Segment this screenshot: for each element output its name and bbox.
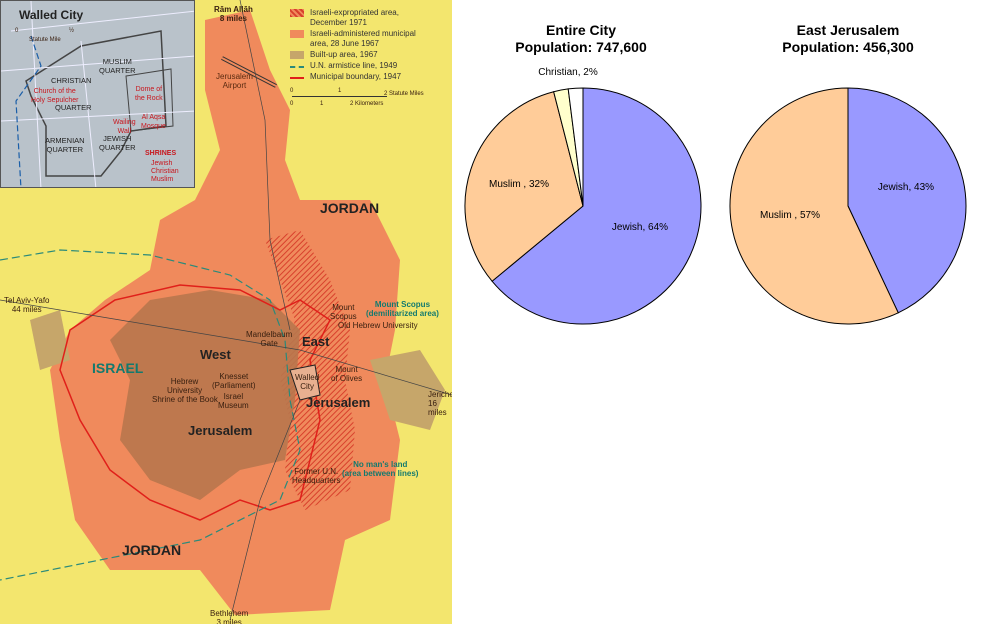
pie-slice — [491, 87, 702, 325]
legend-label: Municipal boundary, 1947 — [310, 72, 402, 81]
scale-km-0: 0 — [290, 101, 294, 107]
pie-slice — [464, 91, 584, 282]
old-hebrew-university-label: Old Hebrew University — [338, 321, 418, 330]
chart1-title: Entire City Population: 747,600 — [461, 22, 701, 56]
map-shapes — [0, 0, 452, 621]
inset-scale-0: 0 — [15, 28, 19, 34]
chart1-title-line1: Entire City — [545, 22, 616, 38]
scale-km-2: 2 Kilometers — [350, 101, 384, 107]
legend-swatch — [290, 66, 304, 68]
armenian-quarter-label: ARMENIAN QUARTER — [45, 136, 85, 154]
pie-slice-label: Jewish, 64% — [612, 222, 668, 233]
inset-scale-half: ½ — [69, 28, 75, 34]
mount-scopus-label: Mount Scopus — [330, 303, 357, 321]
jerusalem-map: Walled City 0 ½ Statute Mile MUSLIM QUAR… — [0, 0, 452, 624]
dome-label: Dome of the Rock — [135, 86, 163, 102]
pie-slice — [553, 88, 584, 207]
wailing-wall-label: Wailing Wall — [113, 119, 136, 135]
ramallah-label: Rām Allāh 8 miles — [214, 5, 253, 23]
aqsa-label: Al Aqsa Mosque — [141, 114, 166, 130]
built-up-west — [30, 310, 70, 370]
map-legend: Israeli-expropriated area, December 1971… — [290, 8, 430, 83]
walled-city-inset: Walled City 0 ½ Statute Mile MUSLIM QUAR… — [0, 0, 195, 188]
legend-label: U.N. armistice line, 1949 — [310, 61, 398, 70]
mandelbaum-label: Mandelbaum Gate — [246, 330, 293, 348]
legend-swatch — [290, 9, 304, 17]
christian-quarter-label: QUARTER — [55, 103, 92, 112]
pie-slice-label: Christian, 2% — [538, 67, 598, 78]
chart2-title-line2: Population: 456,300 — [782, 39, 914, 55]
scale-bar — [292, 96, 387, 97]
chart2-title: East Jerusalem Population: 456,300 — [728, 22, 968, 56]
shrine-christian: Christian — [151, 168, 179, 175]
israel-label: ISRAEL — [92, 360, 144, 376]
shrine-muslim: Muslim — [151, 176, 174, 183]
mount-scopus-dmz-label: Mount Scopus (demilitarized area) — [366, 300, 439, 318]
legend-label: Built-up area, 1967 — [310, 50, 378, 59]
pie-slice — [729, 87, 899, 325]
legend-item: Built-up area, 1967 — [290, 50, 430, 60]
walled-city-label: Walled City — [295, 373, 320, 391]
tel-aviv-label: Tel Aviv-Yafo 44 miles — [4, 296, 50, 314]
jericho-label: Jericho 16 miles — [428, 390, 452, 417]
pie-slice-label: Muslim , 57% — [760, 210, 820, 221]
chart1-title-line2: Population: 747,600 — [515, 39, 647, 55]
walled-city-outline — [289, 364, 321, 401]
armistice-line — [0, 249, 301, 581]
legend-swatch — [290, 30, 304, 38]
chart2-title-line1: East Jerusalem — [796, 22, 900, 38]
no-mans-land-label: No man's land (area between lines) — [342, 460, 419, 478]
shrines-label: SHRINES — [145, 150, 177, 157]
legend-item: Israeli-expropriated area, December 1971 — [290, 8, 430, 28]
east-label: East — [302, 334, 330, 349]
mount-of-olives-label: Mount of Olives — [331, 365, 363, 383]
jerusalem-west-label: Jerusalem — [188, 423, 253, 438]
inset-title: Walled City — [19, 8, 84, 22]
pie-slice-remainder — [567, 87, 584, 207]
legend-item: U.N. armistice line, 1949 — [290, 61, 430, 71]
un-hq-label: Former U.N. Headquarters — [292, 467, 341, 485]
roads — [0, 0, 452, 621]
shrine-jewish: Jewish — [151, 160, 173, 167]
inset-scale-unit: Statute Mile — [29, 37, 61, 43]
bethlehem-label: Bethlehem 3 miles — [210, 609, 249, 624]
legend-label: Israeli-expropriated area, December 1971 — [310, 8, 399, 27]
walled-city-streets — [1, 1, 194, 187]
legend-swatch — [290, 51, 304, 59]
christian-label: CHRISTIAN — [51, 76, 92, 85]
jewish-quarter-label: JEWISH QUARTER — [99, 134, 136, 152]
scale-km-1: 1 — [320, 101, 324, 107]
jordan-sw-label: JORDAN — [122, 542, 182, 558]
municipal-boundary — [59, 284, 331, 521]
airport-label: Jerusalem Airport — [216, 72, 253, 90]
legend-item: Municipal boundary, 1947 — [290, 72, 430, 82]
legend-swatch — [290, 77, 304, 79]
pie-slice-label: Jewish, 43% — [878, 182, 934, 193]
scale-mi-1: 1 — [338, 88, 342, 94]
scale-mi-2: 2 Statute Miles — [384, 91, 424, 97]
hebrew-university-label: Hebrew University — [167, 377, 203, 395]
built-up-east — [370, 350, 445, 430]
scale-mi-0: 0 — [290, 88, 294, 94]
church-label: Church of the Holy Sepulcher — [31, 88, 79, 104]
legend-label: Israeli-administered municipal area, 28 … — [310, 29, 416, 48]
israel-museum-label: Israel Museum — [218, 392, 249, 410]
west-label: West — [200, 347, 231, 362]
shrine-of-book-label: Shrine of the Book — [152, 395, 218, 404]
pie-slice — [847, 87, 967, 314]
jerusalem-east-label: Jerusalem — [306, 395, 371, 410]
muslim-quarter-label: MUSLIM QUARTER — [99, 57, 136, 75]
jordan-ne-label: JORDAN — [320, 200, 380, 216]
legend-item: Israeli-administered municipal area, 28 … — [290, 29, 430, 49]
knesset-label: Knesset (Parliament) — [212, 372, 256, 390]
airport-runway-inner — [221, 57, 277, 87]
built-up-area — [110, 290, 300, 500]
pie-slice-label: Muslim , 32% — [489, 179, 549, 190]
